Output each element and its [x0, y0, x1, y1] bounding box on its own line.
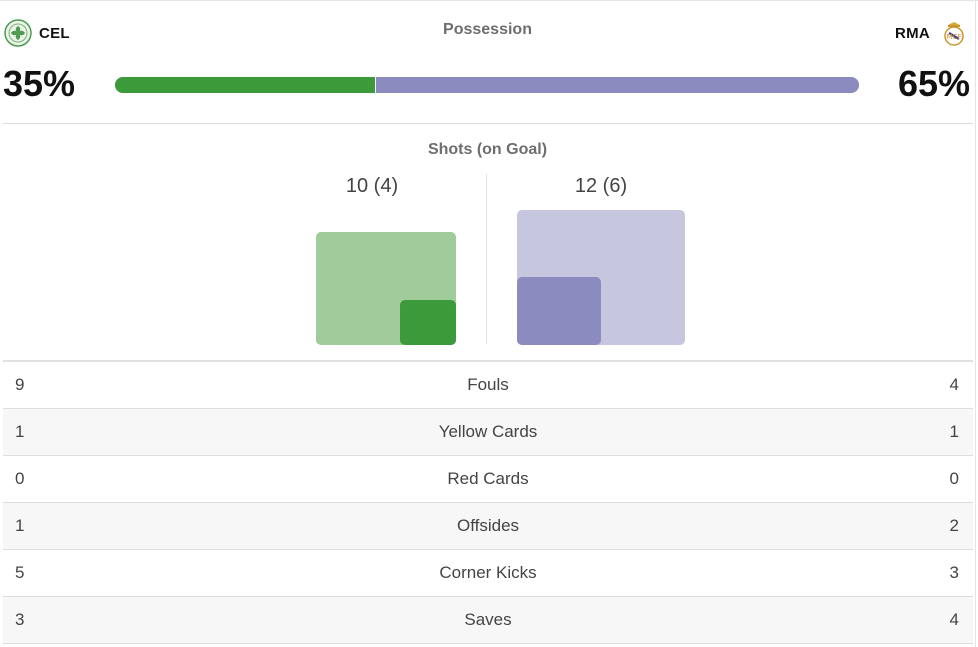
away-stat-value: 2	[949, 516, 959, 535]
stat-row-yellow-cards: 1 Yellow Cards 1	[3, 409, 973, 456]
home-possession-percent: 35%	[3, 63, 76, 104]
away-stat-value: 4	[949, 610, 959, 629]
celtic-crest-icon	[4, 19, 32, 47]
stat-row-red-cards: 0 Red Cards 0	[3, 456, 973, 503]
home-stat-value: 1	[15, 516, 25, 535]
section-divider	[3, 123, 973, 124]
away-stat-value: 4	[949, 375, 959, 394]
home-stat-value: 5	[15, 563, 25, 582]
stat-row-offsides: 1 Offsides 2	[3, 503, 973, 550]
home-shots-on-goal-box	[400, 300, 456, 345]
home-team[interactable]: CEL	[4, 17, 70, 49]
away-possession-fill	[376, 77, 859, 93]
stat-label: Yellow Cards	[438, 422, 538, 441]
home-shots-value: 10 (4)	[345, 175, 399, 197]
svg-text:MCF: MCF	[947, 33, 962, 41]
home-stat-value: 0	[15, 469, 25, 488]
home-stat-value: 1	[15, 422, 25, 441]
possession-title: Possession	[443, 21, 532, 38]
stat-label: Saves	[464, 610, 512, 629]
shots-separator	[486, 174, 487, 344]
away-stat-value: 1	[949, 422, 959, 441]
home-stat-value: 9	[15, 375, 25, 394]
possession-bar	[115, 77, 859, 93]
away-shots-value: 12 (6)	[574, 175, 628, 197]
home-team-abbr: CEL	[39, 24, 70, 42]
away-stat-value: 0	[949, 469, 959, 488]
real-madrid-crest-icon: MCF	[940, 19, 968, 47]
section-divider	[3, 360, 973, 362]
stat-label: Red Cards	[447, 469, 529, 488]
shots-title: Shots (on Goal)	[427, 141, 548, 158]
right-border	[975, 0, 976, 647]
home-stat-value: 3	[15, 610, 25, 629]
stat-row-saves: 3 Saves 4	[3, 597, 973, 644]
stat-label: Corner Kicks	[439, 563, 537, 582]
home-possession-fill	[115, 77, 376, 93]
stat-row-fouls: 9 Fouls 4	[3, 362, 973, 409]
away-team[interactable]: RMA MCF	[895, 17, 968, 49]
stat-row-corner-kicks: 5 Corner Kicks 3	[3, 550, 973, 597]
top-border	[0, 0, 978, 1]
away-team-abbr: RMA	[894, 24, 930, 42]
stat-label: Offsides	[456, 516, 520, 535]
away-stat-value: 3	[949, 563, 959, 582]
possession-bar-gap	[375, 77, 377, 93]
stats-table: 9 Fouls 4 1 Yellow Cards 1 0 Red Cards 0…	[3, 362, 973, 644]
away-possession-percent: 65%	[897, 63, 970, 104]
stat-label: Fouls	[467, 375, 509, 394]
away-shots-on-goal-box	[517, 277, 601, 345]
